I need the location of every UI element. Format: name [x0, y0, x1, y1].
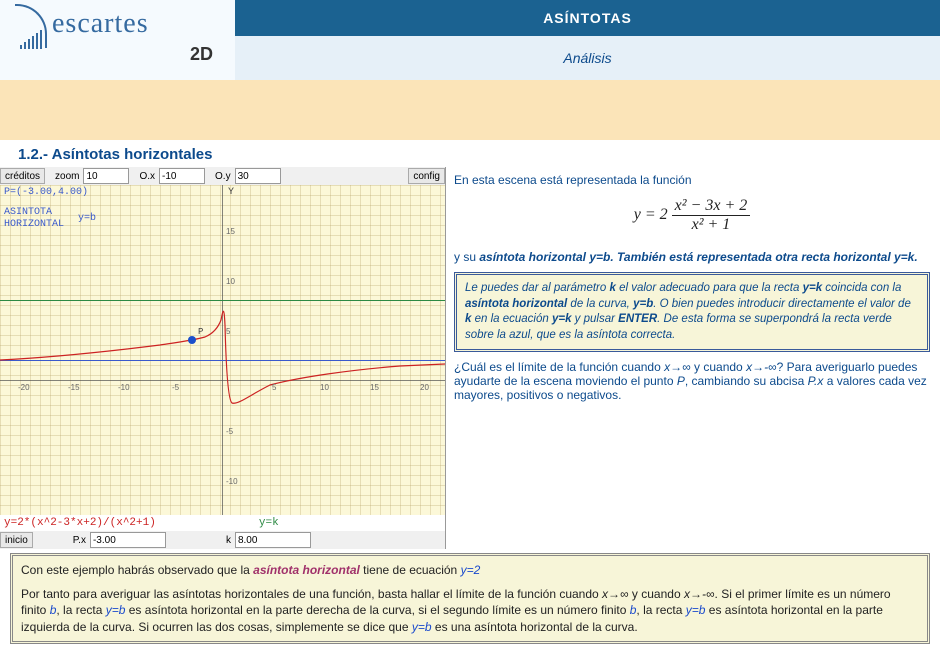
tick-label: 5 — [272, 383, 276, 392]
logo: escartes 2D — [0, 0, 235, 80]
tick-label: -10 — [118, 383, 130, 392]
px-label: P.x — [33, 535, 90, 546]
ox-label: O.x — [129, 171, 159, 182]
page-subtitle: Análisis — [235, 36, 940, 80]
p-marker: P — [198, 327, 203, 337]
graph-panel: créditos zoom O.x O.y config P=(-3.00,4.… — [0, 167, 446, 549]
explanation-panel: En esta escena está representada la func… — [446, 167, 940, 408]
equation: y = 2 x² − 3x + 2 x² + 1 — [454, 197, 930, 234]
asymptote-label-2: HORIZONTAL — [4, 219, 64, 230]
formula-row: y=2*(x^2-3*x+2)/(x^2+1) y=k — [0, 515, 445, 531]
tick-label: 5 — [226, 327, 230, 336]
zoom-label: zoom — [45, 171, 83, 182]
tick-label: 15 — [226, 227, 235, 236]
k-label: k — [166, 535, 235, 546]
creditos-button[interactable]: créditos — [0, 168, 45, 184]
px-input[interactable] — [90, 532, 166, 548]
graph-area[interactable]: P=(-3.00,4.00) ASINTOTA HORIZONTAL y=b Y… — [0, 185, 445, 515]
top-toolbar: créditos zoom O.x O.y config — [0, 167, 445, 185]
tick-label: 15 — [370, 383, 379, 392]
spacer-band — [0, 80, 940, 140]
k-formula: y=k — [259, 517, 441, 529]
instruction-box: Le puedes dar al parámetro k el valor ad… — [454, 272, 930, 352]
tick-label: 10 — [226, 277, 235, 286]
ox-input[interactable] — [159, 168, 205, 184]
bottom-toolbar: inicio P.x k — [0, 531, 445, 549]
curve — [0, 185, 445, 515]
intro-text: En esta escena está representada la func… — [454, 173, 930, 187]
tick-label: -5 — [226, 427, 233, 436]
question-text: ¿Cuál es el límite de la función cuando … — [454, 360, 930, 402]
summary-box: Con este ejemplo habrás observado que la… — [10, 553, 930, 644]
yb-label: y=b — [78, 213, 96, 224]
tick-label: 20 — [420, 383, 429, 392]
page-title: ASÍNTOTAS — [235, 0, 940, 36]
logo-bars — [20, 30, 42, 49]
k-input[interactable] — [235, 532, 311, 548]
inicio-button[interactable]: inicio — [0, 532, 33, 548]
oy-label: O.y — [205, 171, 235, 182]
tick-label: -5 — [172, 383, 179, 392]
asymptote-label-1: ASINTOTA — [4, 207, 52, 218]
curve-formula: y=2*(x^2-3*x+2)/(x^2+1) — [4, 517, 259, 529]
logo-text: escartes — [52, 8, 149, 40]
tick-label: -10 — [226, 477, 238, 486]
y-axis-marker: Y — [228, 187, 234, 198]
oy-input[interactable] — [235, 168, 281, 184]
p-coords-label: P=(-3.00,4.00) — [4, 187, 88, 198]
logo-2d: 2D — [190, 44, 213, 65]
tick-label: -20 — [18, 383, 30, 392]
config-button[interactable]: config — [408, 168, 445, 184]
zoom-input[interactable] — [83, 168, 129, 184]
tick-label: -15 — [68, 383, 80, 392]
intro-line2: y su asíntota horizontal y=b. También es… — [454, 250, 930, 264]
tick-label: 10 — [320, 383, 329, 392]
point-p[interactable] — [188, 336, 196, 344]
section-title: 1.2.- Asíntotas horizontales — [0, 140, 940, 167]
header: escartes 2D ASÍNTOTAS Análisis — [0, 0, 940, 80]
